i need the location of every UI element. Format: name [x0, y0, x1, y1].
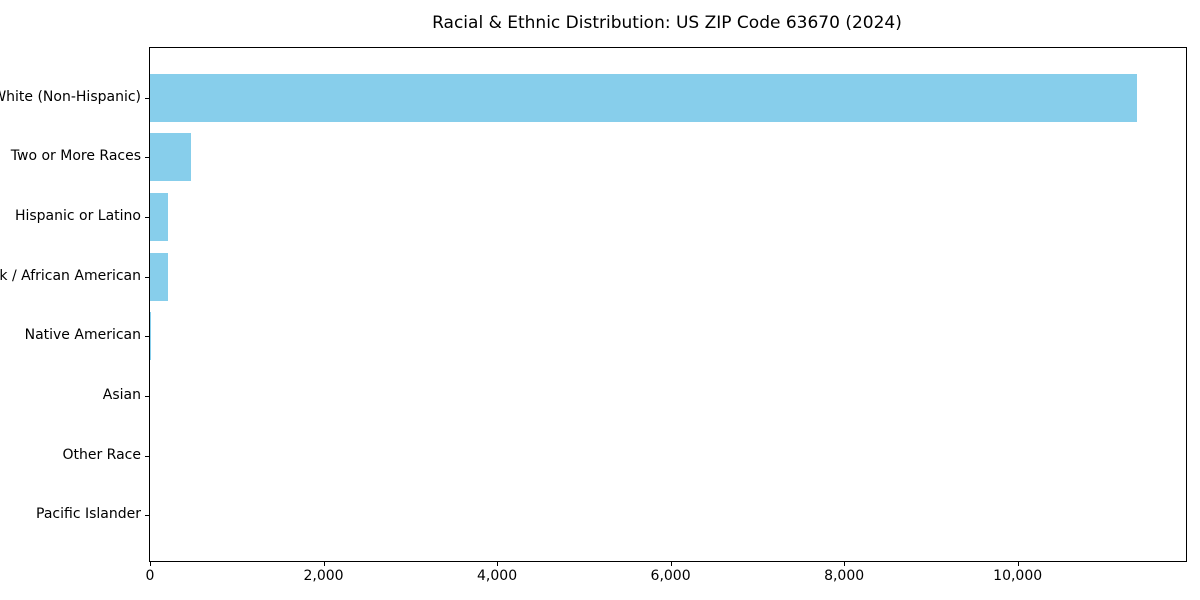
x-tick-label: 10,000 — [993, 568, 1043, 584]
y-axis-label: Other Race — [62, 446, 141, 463]
y-tick-mark — [145, 336, 149, 338]
plot-area: 0 2,000 4,000 6,000 8,000 10,000 — [145, 47, 1187, 584]
y-axis-label: Black / African American — [0, 267, 141, 284]
bar-native-american — [150, 312, 151, 361]
y-axis-label: Hispanic or Latino — [14, 208, 141, 225]
bar-hispanic-or-latino — [150, 193, 169, 242]
x-tick-label: 2,000 — [303, 568, 344, 584]
y-tick-mark — [145, 97, 149, 99]
x-tick-mark — [844, 562, 846, 566]
bar-black-african-american — [150, 252, 168, 301]
y-axis-label: Asian — [102, 386, 141, 403]
y-tick-mark — [145, 217, 149, 219]
x-tick-mark — [497, 562, 499, 566]
y-tick-mark — [145, 395, 149, 397]
x-tick-mark — [323, 562, 325, 566]
x-tick-mark — [670, 562, 672, 566]
x-tick-label: 4,000 — [477, 568, 518, 584]
bar-white-non-hispanic — [150, 73, 1137, 122]
y-tick-mark — [145, 157, 149, 159]
y-tick-mark — [145, 276, 149, 278]
y-axis-label: Pacific Islander — [36, 506, 141, 523]
x-tick-label: 0 — [145, 568, 155, 584]
x-tick-label: 8,000 — [824, 568, 865, 584]
x-tick-label: 6,000 — [650, 568, 691, 584]
y-axis-label: Native American — [24, 327, 141, 344]
x-tick-mark — [150, 562, 151, 566]
y-tick-mark — [145, 515, 149, 517]
chart-title: Racial & Ethnic Distribution: US ZIP Cod… — [432, 13, 902, 33]
y-tick-mark — [145, 455, 149, 457]
y-axis-label: Two or More Races — [10, 148, 141, 165]
bar-two-or-more-races — [150, 133, 191, 182]
x-tick-mark — [1017, 562, 1019, 566]
y-axis-label: White (Non-Hispanic) — [0, 88, 141, 105]
